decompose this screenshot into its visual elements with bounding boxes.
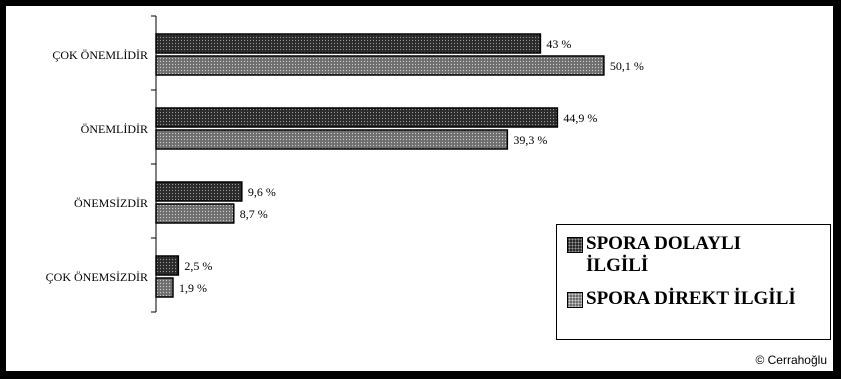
category-label: ÖNEMSİZDİR (74, 196, 148, 210)
bar (155, 107, 559, 128)
data-label: 1,9 % (179, 281, 207, 295)
bar (155, 277, 174, 298)
data-label: 44,9 % (563, 111, 597, 125)
category-label: ÖNEMLİDİR (81, 122, 148, 136)
data-label: 2,5 % (184, 259, 212, 273)
data-label: 50,1 % (610, 59, 644, 73)
legend-label-direkt: SPORA DİREKT İLGİLİ (586, 288, 796, 309)
legend-label-dolayli-line-2: İLGİLİ (586, 255, 649, 276)
bar (155, 255, 180, 276)
bar-chart: ÇOK ÖNEMLİDİR 43 % 50,1 % ÖNEMLİDİR 44,9 % 39… (46, 15, 644, 313)
category-label: ÇOK ÖNEMSİZDİR (46, 270, 148, 284)
bar (155, 181, 243, 202)
legend-swatch-dolayli (567, 237, 583, 253)
data-label: 43 % (546, 37, 571, 51)
data-label: 39,3 % (513, 133, 547, 147)
data-label: 8,7 % (240, 207, 268, 221)
copyright-credit: © Cerrahoğlu (755, 353, 827, 367)
bar (155, 55, 605, 76)
bar (155, 203, 235, 224)
legend-label-dolayli: SPORA DOLAYLI İLGİLİ (586, 233, 741, 277)
bar (155, 129, 509, 150)
legend-item-direkt: SPORA DİREKT İLGİLİ (567, 288, 796, 310)
legend: SPORA DOLAYLI İLGİLİ SPORA DİREKT İLGİLİ (556, 224, 831, 340)
legend-item-dolayli: SPORA DOLAYLI İLGİLİ (567, 233, 741, 277)
category-label: ÇOK ÖNEMLİDİR (52, 48, 148, 62)
data-label: 9,6 % (248, 185, 276, 199)
chart-frame: ÇOK ÖNEMLİDİR 43 % 50,1 % ÖNEMLİDİR 44,9 % 39… (6, 6, 833, 371)
legend-label-dolayli-line-1: SPORA DOLAYLI (586, 233, 742, 254)
bar (155, 33, 542, 54)
legend-swatch-direkt (567, 292, 583, 308)
